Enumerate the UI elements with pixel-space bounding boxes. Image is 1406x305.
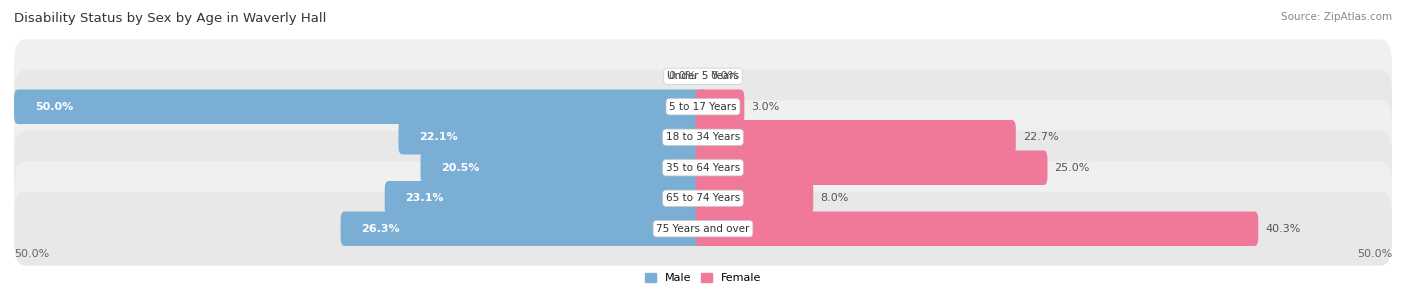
FancyBboxPatch shape xyxy=(14,192,1392,266)
FancyBboxPatch shape xyxy=(14,100,1392,174)
Text: 25.0%: 25.0% xyxy=(1054,163,1090,173)
FancyBboxPatch shape xyxy=(14,161,1392,235)
Text: Source: ZipAtlas.com: Source: ZipAtlas.com xyxy=(1281,12,1392,22)
Text: 40.3%: 40.3% xyxy=(1265,224,1301,234)
FancyBboxPatch shape xyxy=(14,39,1392,113)
FancyBboxPatch shape xyxy=(420,150,707,185)
FancyBboxPatch shape xyxy=(14,70,1392,144)
Legend: Male, Female: Male, Female xyxy=(641,268,765,288)
FancyBboxPatch shape xyxy=(696,211,1258,246)
Text: Under 5 Years: Under 5 Years xyxy=(666,71,740,81)
FancyBboxPatch shape xyxy=(14,131,1392,205)
Text: 18 to 34 Years: 18 to 34 Years xyxy=(666,132,740,142)
FancyBboxPatch shape xyxy=(696,120,1015,155)
FancyBboxPatch shape xyxy=(696,150,1047,185)
FancyBboxPatch shape xyxy=(14,89,707,124)
FancyBboxPatch shape xyxy=(696,89,744,124)
FancyBboxPatch shape xyxy=(340,211,707,246)
Text: 3.0%: 3.0% xyxy=(751,102,779,112)
Text: 5 to 17 Years: 5 to 17 Years xyxy=(669,102,737,112)
Text: 8.0%: 8.0% xyxy=(820,193,848,203)
Text: 20.5%: 20.5% xyxy=(441,163,479,173)
FancyBboxPatch shape xyxy=(696,181,813,216)
FancyBboxPatch shape xyxy=(398,120,707,155)
Text: 50.0%: 50.0% xyxy=(1357,249,1392,260)
Text: 75 Years and over: 75 Years and over xyxy=(657,224,749,234)
Text: 22.7%: 22.7% xyxy=(1022,132,1059,142)
Text: 35 to 64 Years: 35 to 64 Years xyxy=(666,163,740,173)
Text: 50.0%: 50.0% xyxy=(14,249,49,260)
Text: 50.0%: 50.0% xyxy=(35,102,73,112)
Text: 23.1%: 23.1% xyxy=(405,193,444,203)
FancyBboxPatch shape xyxy=(385,181,707,216)
Text: 0.0%: 0.0% xyxy=(668,71,696,81)
Text: 26.3%: 26.3% xyxy=(361,224,399,234)
Text: 0.0%: 0.0% xyxy=(710,71,738,81)
Text: Disability Status by Sex by Age in Waverly Hall: Disability Status by Sex by Age in Waver… xyxy=(14,12,326,25)
Text: 65 to 74 Years: 65 to 74 Years xyxy=(666,193,740,203)
Text: 22.1%: 22.1% xyxy=(419,132,458,142)
